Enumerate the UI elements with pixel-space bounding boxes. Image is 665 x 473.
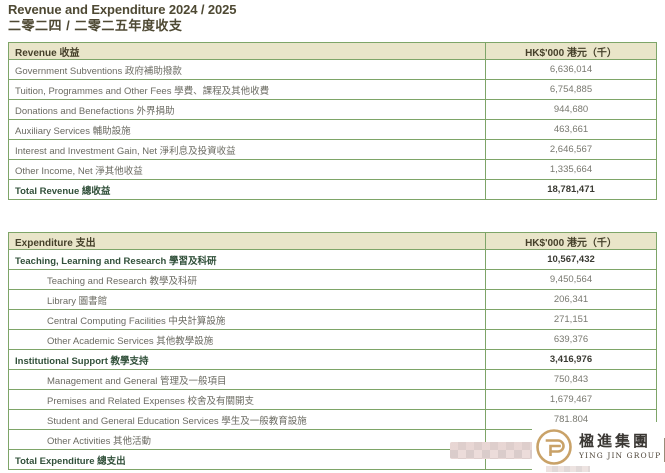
pixelated-censor-block: [450, 442, 553, 459]
row-value: 10,567,432: [485, 249, 657, 270]
row-value: 6,754,885: [485, 79, 657, 100]
row-label: Library 圖書館: [8, 289, 486, 310]
table-row: Other Academic Services 其他教學設施 639,376: [8, 329, 657, 350]
row-label: Institutional Support 教學支持: [8, 349, 486, 370]
row-label: Total Expenditure 總支出: [8, 449, 486, 470]
row-label: Interest and Investment Gain, Net 淨利息及投資…: [8, 139, 486, 160]
expenditure-header-row: Expenditure 支出 HK$'000 港元（千）: [8, 232, 657, 250]
row-value: 1,679,467: [485, 389, 657, 410]
watermark-english-name: YING JIN GROUP: [579, 450, 662, 460]
table-row: Interest and Investment Gain, Net 淨利息及投資…: [8, 139, 657, 160]
page-title: Revenue and Expenditure 2024 / 2025 二零二四…: [8, 2, 237, 34]
row-label: Total Revenue 總收益: [8, 179, 486, 200]
row-label: Teaching and Research 教學及科研: [8, 269, 486, 290]
table-row: Teaching and Research 教學及科研 9,450,564: [8, 269, 657, 290]
table-row: Management and General 管理及一般項目 750,843: [8, 369, 657, 390]
table-row: Other Income, Net 淨其他收益 1,335,664: [8, 159, 657, 180]
row-value: 206,341: [485, 289, 657, 310]
revenue-header-row: Revenue 收益 HK$'000 港元（千）: [8, 42, 657, 60]
row-label: Other Income, Net 淨其他收益: [8, 159, 486, 180]
row-label: Donations and Benefactions 外界捐助: [8, 99, 486, 120]
row-value: 639,376: [485, 329, 657, 350]
table-row: Tuition, Programmes and Other Fees 學費、課程…: [8, 79, 657, 100]
row-value: 271,151: [485, 309, 657, 330]
category-row: Teaching, Learning and Research 學習及科研 10…: [8, 249, 657, 270]
row-label: Teaching, Learning and Research 學習及科研: [8, 249, 486, 270]
page-title-chinese: 二零二四 / 二零二五年度收支: [8, 18, 183, 34]
row-label: Other Academic Services 其他教學設施: [8, 329, 486, 350]
table-row: Student and General Education Services 學…: [8, 409, 657, 430]
row-value: 463,661: [485, 119, 657, 140]
revenue-header-unit: HK$'000 港元（千）: [485, 42, 657, 60]
table-row: Auxiliary Services 輔助設施 463,661: [8, 119, 657, 140]
revenue-table: Revenue 收益 HK$'000 港元（千） Government Subv…: [8, 42, 657, 200]
table-row: Donations and Benefactions 外界捐助 944,680: [8, 99, 657, 120]
row-value: 6,636,014: [485, 59, 657, 80]
row-label: Student and General Education Services 學…: [8, 409, 486, 430]
table-row: Library 圖書館 206,341: [8, 289, 657, 310]
row-value: 750,843: [485, 369, 657, 390]
row-label: Central Computing Facilities 中央計算設施: [8, 309, 486, 330]
row-label: Auxiliary Services 輔助設施: [8, 119, 486, 140]
watermark-text: 楹進集團 YING JIN GROUP: [579, 432, 665, 463]
expenditure-header-label: Expenditure 支出: [8, 232, 486, 250]
category-row: Institutional Support 教學支持 3,416,976: [8, 349, 657, 370]
row-value: 944,680: [485, 99, 657, 120]
ying-jin-ring-icon: [536, 428, 572, 465]
row-value: 1,335,664: [485, 159, 657, 180]
row-label: Tuition, Programmes and Other Fees 學費、課程…: [8, 79, 486, 100]
table-row: Central Computing Facilities 中央計算設施 271,…: [8, 309, 657, 330]
revenue-header-label: Revenue 收益: [8, 42, 486, 60]
row-value: 9,450,564: [485, 269, 657, 290]
page-title-english: Revenue and Expenditure 2024 / 2025: [8, 2, 237, 17]
expenditure-header-unit: HK$'000 港元（千）: [485, 232, 657, 250]
row-value: 18,781,471: [485, 179, 657, 200]
expenditure-table: Expenditure 支出 HK$'000 港元（千） Teaching, L…: [8, 232, 657, 470]
row-label: Government Subventions 政府補助撥款: [8, 59, 486, 80]
total-revenue-row: Total Revenue 總收益 18,781,471: [8, 179, 657, 200]
pixelated-censor-tail: [546, 466, 590, 472]
row-value: 3,416,976: [485, 349, 657, 370]
row-label: Management and General 管理及一般項目: [8, 369, 486, 390]
watermark-chinese-name: 楹進集團: [579, 432, 652, 451]
table-row: Government Subventions 政府補助撥款 6,636,014: [8, 59, 657, 80]
table-row: Premises and Related Expenses 校舍及有關開支 1,…: [8, 389, 657, 410]
watermark-logo: 楹進集團 YING JIN GROUP: [532, 422, 665, 471]
row-label: Premises and Related Expenses 校舍及有關開支: [8, 389, 486, 410]
row-label: Other Activities 其他活動: [8, 429, 486, 450]
row-value: 2,646,567: [485, 139, 657, 160]
